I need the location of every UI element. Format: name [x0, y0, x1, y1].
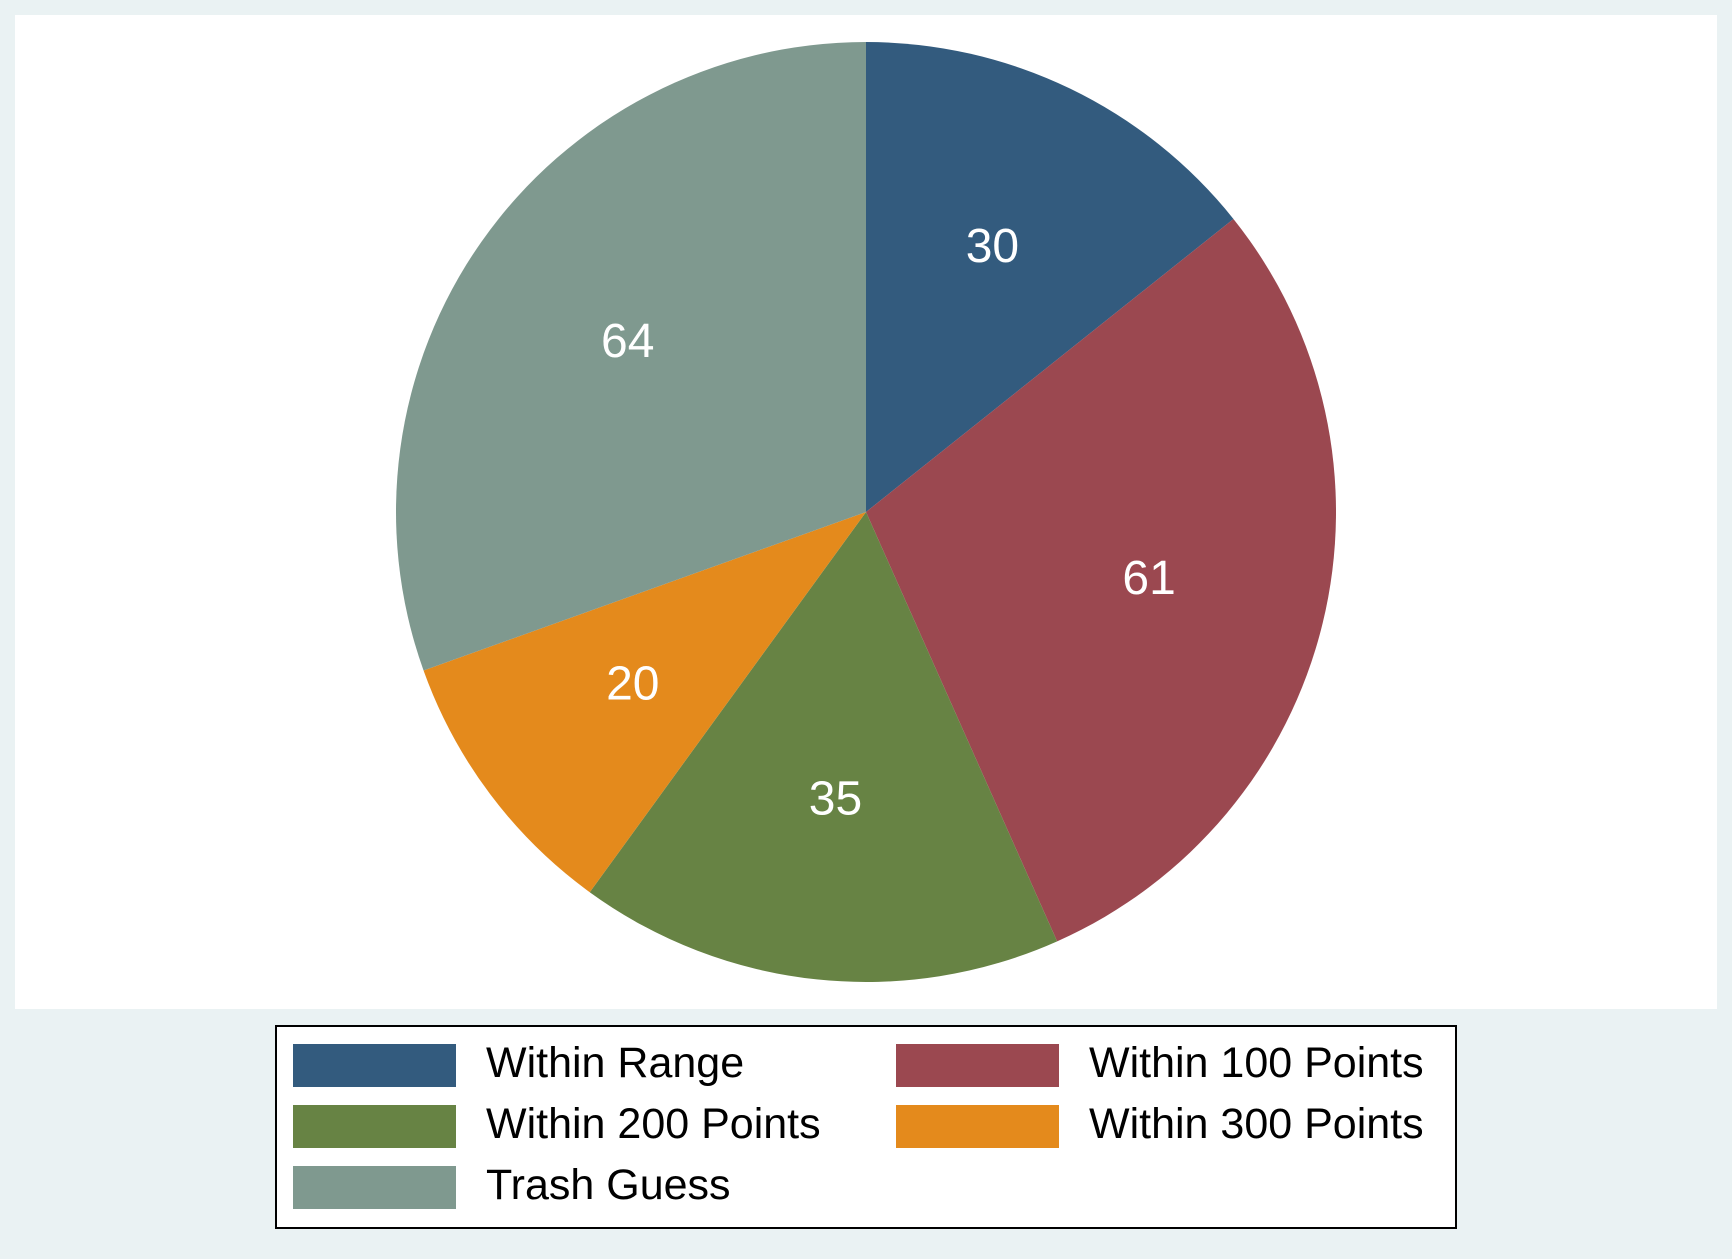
legend-label-within-300-points: Within 300 Points [1089, 1100, 1424, 1148]
legend-swatch-within-300-points [896, 1105, 1059, 1148]
slice-value-label-within-200-points: 35 [809, 772, 862, 825]
pie-slices [395, 42, 1337, 983]
pie-slice-trash-guess [395, 42, 866, 671]
pie-slice-within-100-points [866, 218, 1337, 942]
slice-value-label-within-100-points: 61 [1122, 552, 1175, 605]
legend: Within Range Within 100 Points Within 200 … [275, 1025, 1457, 1229]
pie-slice-within-200-points [589, 512, 1058, 983]
pie-slice-within-range [866, 42, 1234, 512]
pie-value-labels: 30 61 35 20 64 [601, 220, 1176, 825]
legend-label-within-100-points: Within 100 Points [1089, 1039, 1424, 1087]
legend-swatch-within-100-points [896, 1044, 1059, 1087]
slice-value-label-trash-guess: 64 [601, 315, 654, 368]
slice-value-label-within-300-points: 20 [606, 657, 659, 710]
legend-swatch-within-range [293, 1044, 456, 1087]
legend-label-within-200-points: Within 200 Points [486, 1100, 821, 1148]
legend-label-trash-guess: Trash Guess [486, 1161, 731, 1209]
legend-label-within-range: Within Range [486, 1039, 744, 1087]
slice-value-label-within-range: 30 [966, 220, 1019, 273]
legend-swatch-within-200-points [293, 1105, 456, 1148]
legend-box [275, 1025, 1457, 1229]
legend-swatch-trash-guess [293, 1166, 456, 1209]
pie-slice-within-300-points [423, 512, 866, 893]
